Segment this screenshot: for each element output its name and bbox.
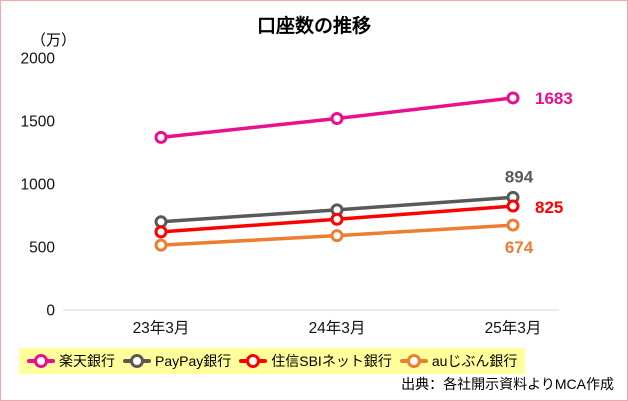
value-label: 825: [535, 198, 563, 217]
data-point-marker: [154, 130, 168, 144]
legend: 楽天銀行 PayPay銀行 住信SBIネット銀行 auじぶん銀行: [19, 348, 526, 374]
value-label: 674: [505, 238, 534, 257]
source-note: 出典：各社開示資料よりMCA作成: [401, 376, 614, 392]
legend-line-marker: [27, 354, 55, 368]
y-tick-label: 2000: [21, 51, 56, 68]
chart-title: 口座数の推移: [256, 16, 371, 37]
y-tick-label: 0: [46, 303, 55, 320]
y-tick-label: 1500: [21, 114, 56, 131]
legend-label: PayPay銀行: [155, 353, 232, 369]
data-point-marker: [506, 91, 520, 105]
data-point-marker: [506, 199, 520, 213]
data-point-marker: [506, 218, 520, 232]
data-point-marker: [330, 229, 344, 243]
legend-line-marker: [123, 354, 151, 368]
data-point-marker: [330, 111, 344, 125]
y-tick-label: 1000: [21, 177, 56, 194]
legend-item-2: 住信SBIネット銀行: [239, 351, 392, 371]
legend-dot-marker: [34, 354, 48, 368]
legend-line-marker: [399, 354, 428, 368]
legend-line-marker: [239, 354, 268, 368]
legend-item-0: 楽天銀行: [27, 351, 115, 371]
x-tick-label: 23年3月: [133, 319, 190, 337]
data-point-marker: [154, 225, 168, 239]
x-tick-label: 25年3月: [485, 319, 542, 337]
legend-dot-marker: [406, 354, 421, 368]
value-label: 894: [505, 167, 534, 186]
legend-label: 楽天銀行: [59, 353, 115, 369]
y-axis-unit-label: （万）: [31, 32, 77, 49]
legend-item-1: PayPay銀行: [123, 351, 231, 371]
value-label: 1683: [535, 89, 573, 108]
legend-dot-marker: [130, 354, 144, 368]
data-point-marker: [154, 215, 168, 229]
y-tick-label: 500: [29, 240, 55, 257]
legend-label: 住信SBIネット銀行: [271, 353, 392, 369]
legend-label: auじぶん銀行: [431, 353, 518, 369]
legend-item-3: auじぶん銀行: [399, 351, 518, 371]
line-chart: 0 500 1000 1500 2000 23年3月 24年3月 25年3月 1683 89482…: [21, 51, 573, 338]
legend-dot-marker: [246, 354, 261, 368]
data-point-marker: [154, 238, 168, 252]
x-tick-label: 24年3月: [309, 319, 366, 337]
data-point-marker: [330, 212, 344, 226]
